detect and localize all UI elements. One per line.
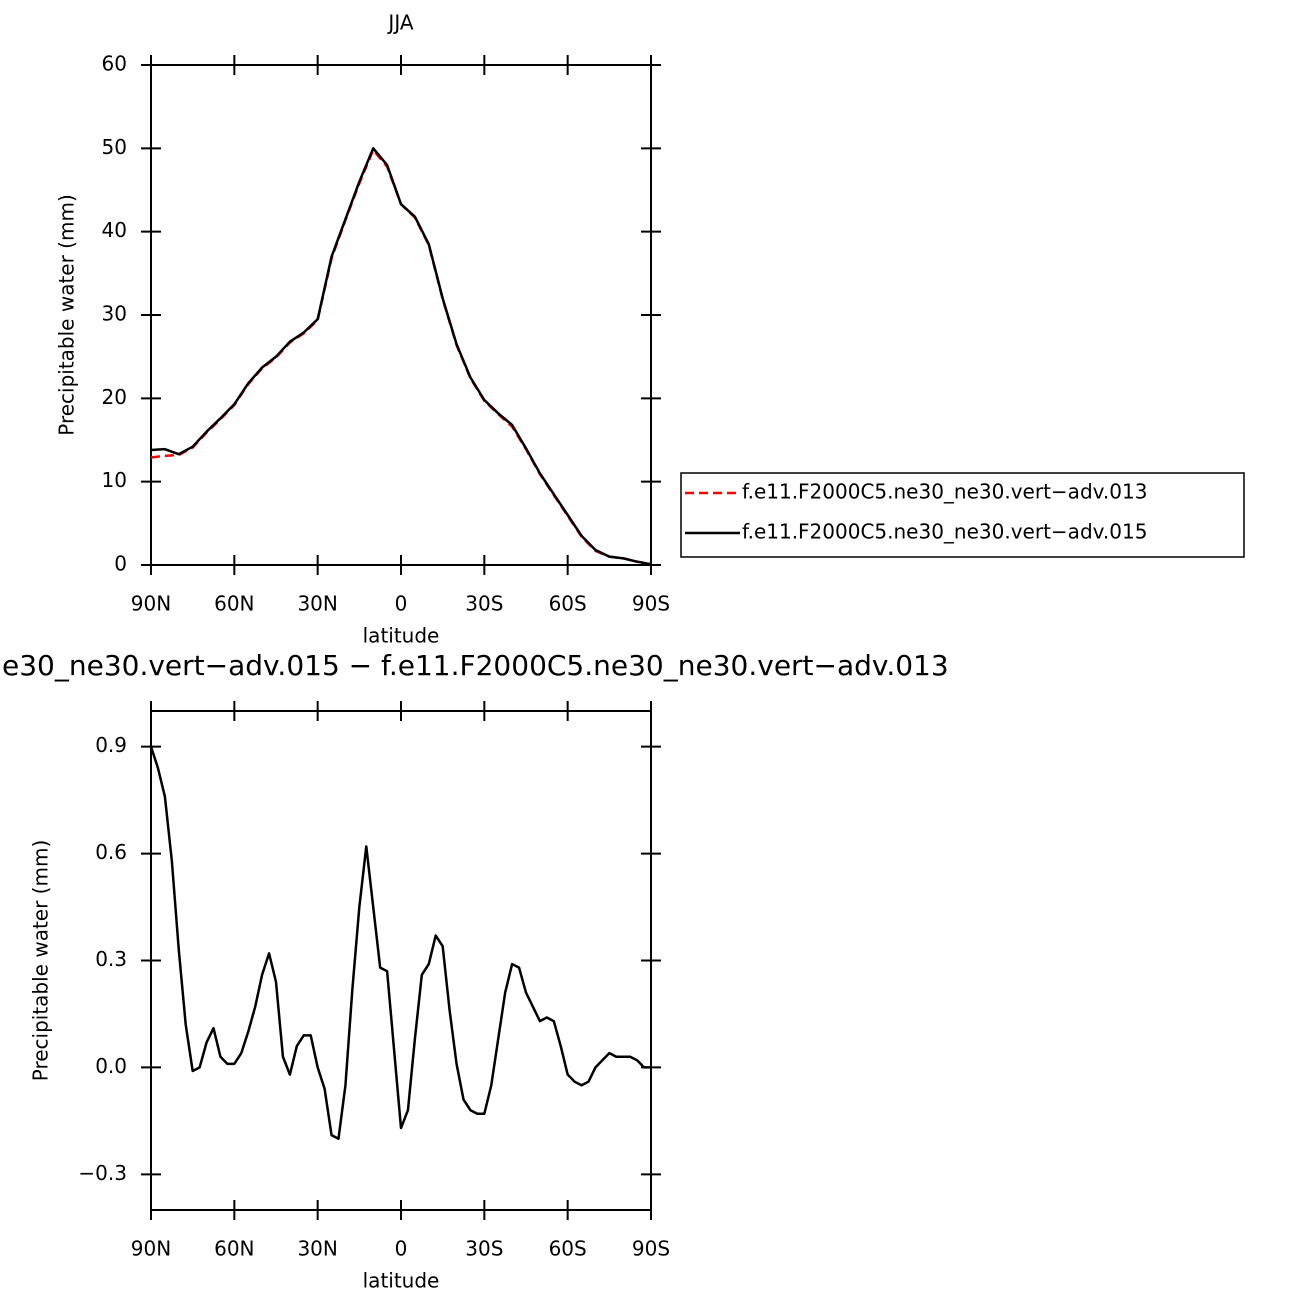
plot-frame <box>150 710 652 1211</box>
x-tick-label: 60N <box>214 1237 254 1261</box>
y-tick-label: −0.3 <box>78 1161 127 1185</box>
y-tick-label: 30 <box>102 302 127 326</box>
x-tick-label: 90N <box>131 592 171 616</box>
y-tick-label: 10 <box>102 468 127 492</box>
x-axis-label: latitude <box>363 1269 440 1293</box>
y-tick-label: 50 <box>102 135 127 159</box>
x-tick-label: 90S <box>632 1237 670 1261</box>
x-tick-label: 60S <box>549 1237 587 1261</box>
y-tick-label: 0.0 <box>95 1054 127 1078</box>
x-axis-label: latitude <box>363 624 440 648</box>
data-line <box>149 746 651 1140</box>
x-tick-label: 0 <box>395 1237 408 1261</box>
y-axis-label: Precipitable water (mm) <box>29 840 53 1082</box>
data-line <box>150 147 652 566</box>
x-tick-label: 30S <box>465 592 503 616</box>
x-tick-label: 30N <box>297 1237 337 1261</box>
y-tick-label: 20 <box>102 385 127 409</box>
y-tick-label: 0 <box>114 552 127 576</box>
y-axis-label: Precipitable water (mm) <box>55 194 79 436</box>
y-tick-label: 60 <box>102 52 127 76</box>
y-tick-label: 40 <box>102 218 127 242</box>
plot-frame <box>150 64 652 566</box>
legend-label: f.e11.F2000C5.ne30_ne30.vert−adv.015 <box>742 520 1147 544</box>
x-tick-label: 60N <box>214 592 254 616</box>
legend-label: f.e11.F2000C5.ne30_ne30.vert−adv.013 <box>742 480 1147 504</box>
x-tick-label: 0 <box>395 592 408 616</box>
x-tick-label: 30N <box>297 592 337 616</box>
y-tick-label: 0.9 <box>95 733 127 757</box>
data-line <box>150 148 652 566</box>
x-tick-label: 30S <box>465 1237 503 1261</box>
y-tick-label: 0.3 <box>95 947 127 971</box>
chart-title: e30_ne30.vert−adv.015 − f.e11.F2000C5.ne… <box>2 649 949 682</box>
x-tick-label: 90N <box>131 1237 171 1261</box>
y-tick-label: 0.6 <box>95 840 127 864</box>
legend-box <box>680 472 1245 558</box>
chart-title: JJA <box>386 11 413 35</box>
x-tick-label: 90S <box>632 592 670 616</box>
x-tick-label: 60S <box>549 592 587 616</box>
